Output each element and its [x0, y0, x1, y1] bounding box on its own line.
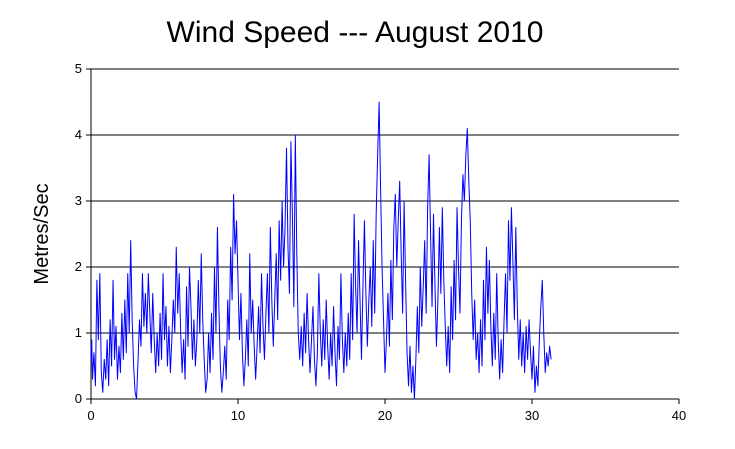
y-axis-label: Metres/Sec	[31, 183, 53, 284]
series-layer	[90, 101, 552, 400]
axes	[86, 68, 680, 404]
series-line-0	[90, 101, 552, 400]
x-tick-label-20: 20	[378, 408, 392, 423]
y-tick-label-4: 4	[75, 127, 82, 142]
chart-title: Wind Speed --- August 2010	[167, 16, 544, 49]
tick-labels: 0 1 2 3 4 5 0 10 20 30 40	[75, 61, 686, 423]
y-tick-label-1: 1	[75, 325, 82, 340]
x-tick-label-40: 40	[672, 408, 686, 423]
y-tick-label-3: 3	[75, 193, 82, 208]
y-tick-label-2: 2	[75, 259, 82, 274]
x-tick-label-0: 0	[87, 408, 94, 423]
x-tick-label-10: 10	[231, 408, 245, 423]
x-tick-label-30: 30	[525, 408, 539, 423]
y-tick-label-0: 0	[75, 391, 82, 406]
y-tick-label-5: 5	[75, 61, 82, 76]
